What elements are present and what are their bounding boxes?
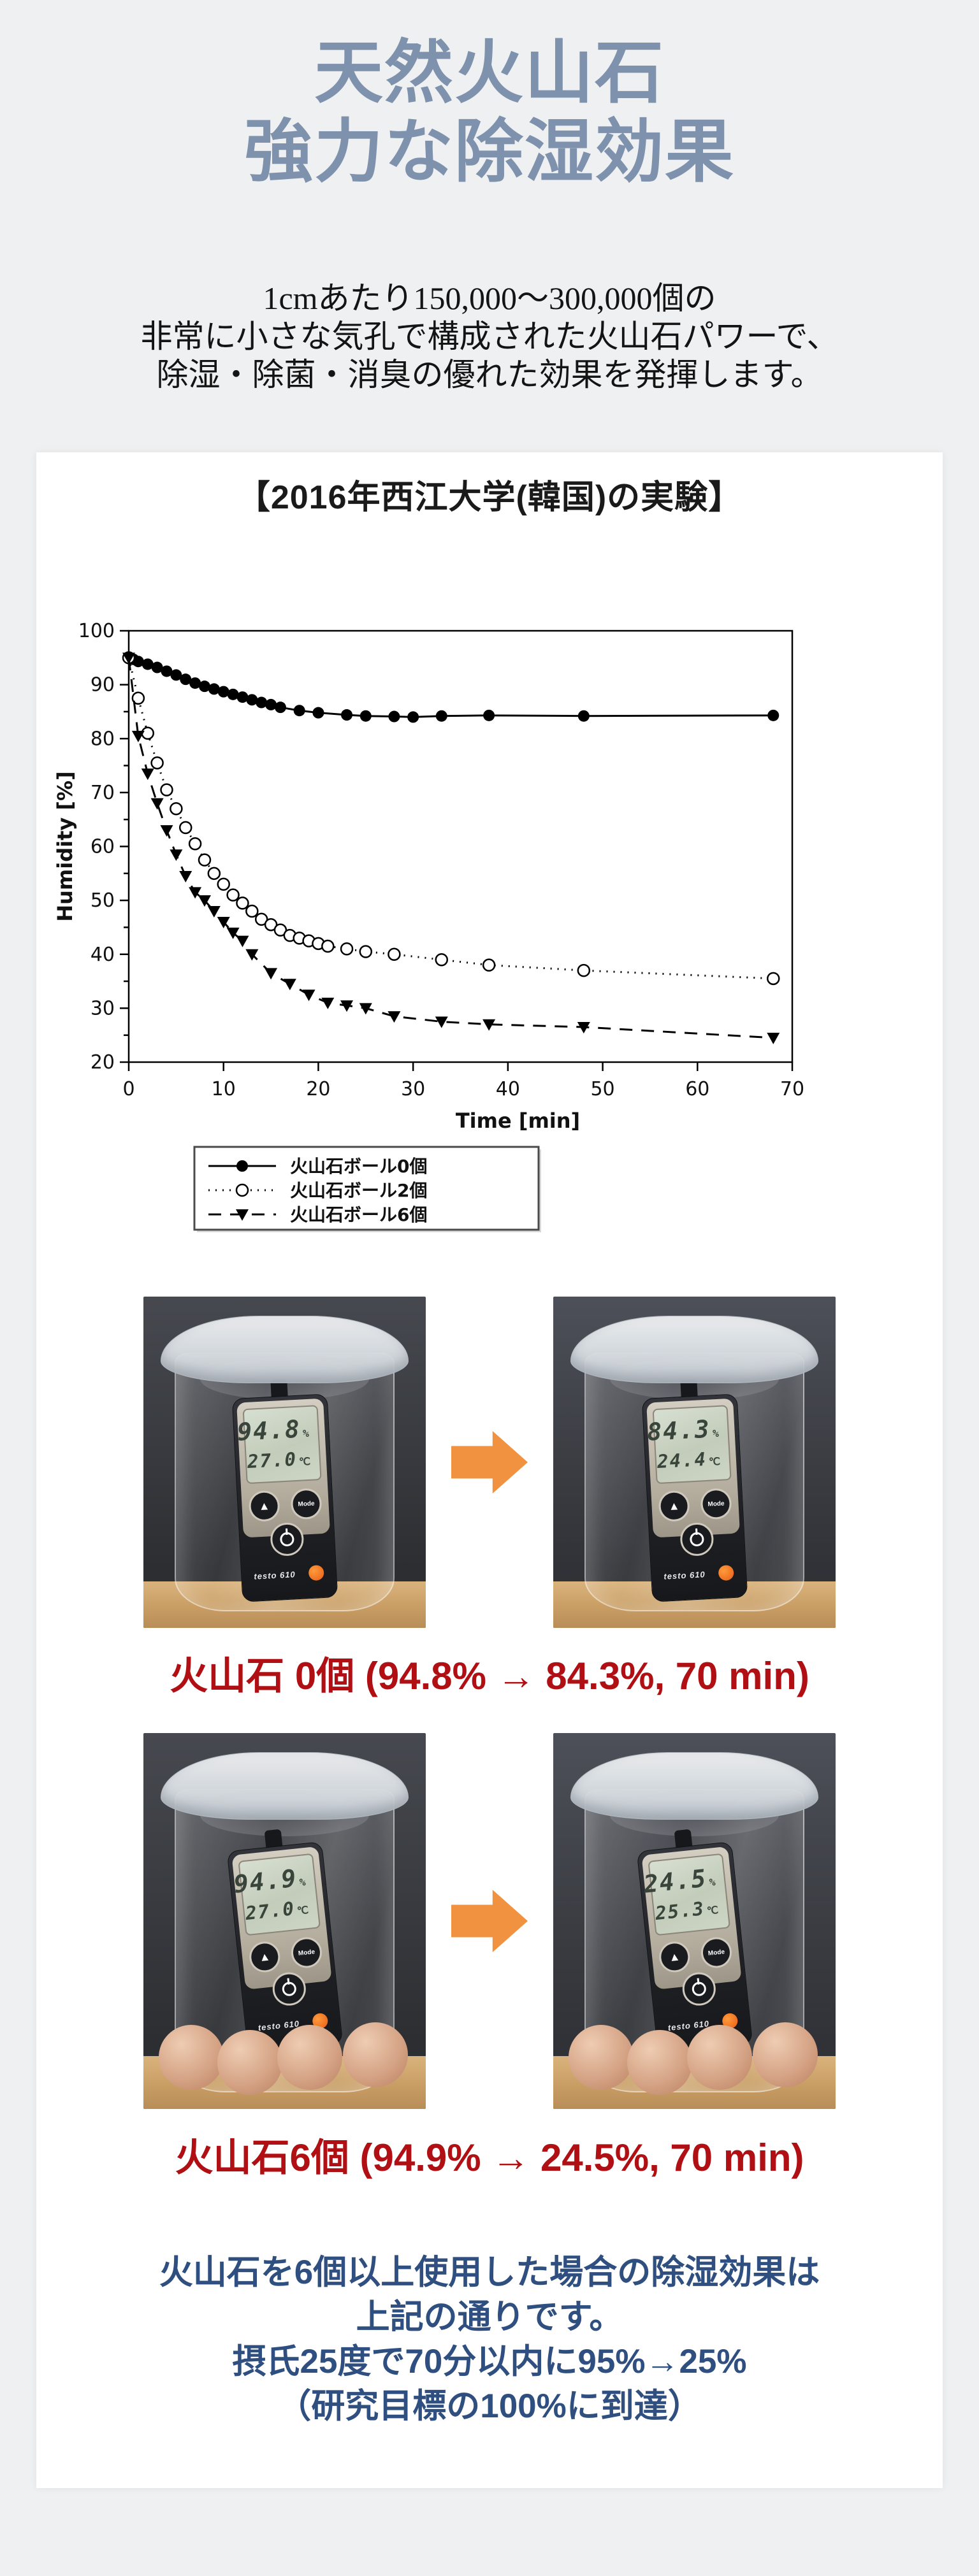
celsius-unit: ℃ — [298, 1455, 312, 1468]
mode-button: Mode — [289, 1488, 323, 1520]
mode-button: Mode — [699, 1936, 733, 1969]
page-title-line2: 強力な除湿効果 — [243, 113, 735, 190]
conclusion-text: 火山石を6個以上使用した場合の除湿効果は 上記の通りです。 摂氏25度で70分以… — [36, 2250, 943, 2429]
humidity-line-chart: 20 30 40 50 60 70 80 90 100 0 10 20 30 40 50 60 70 Time [… — [53, 620, 804, 1232]
photo-pair-6-balls: 94.9% 27.0℃ ▲ Mode testo 610 — [36, 1733, 943, 2109]
humidity-reading: 84.3% — [646, 1414, 720, 1446]
volcanic-stone-ball — [217, 2030, 282, 2095]
brand-logo-dot — [308, 1564, 324, 1581]
photo-pair-0-balls: 94.8% 27.0 ℃ ▲ Mode testo 610 — [36, 1297, 943, 1628]
lcd-display: 94.9% 27.0℃ — [232, 1853, 321, 1936]
power-icon — [691, 1981, 707, 1997]
photo-after-6balls: 24.5% 25.3℃ ▲ Mode testo 610 — [553, 1733, 836, 2109]
intro-line1: 1cmあたり150,000～300,000個の — [263, 280, 716, 316]
meter-face: 84.3% 24.4 ℃ ▲ Mode — [646, 1398, 740, 1557]
svg-text:20: 20 — [306, 1078, 330, 1100]
svg-text:60: 60 — [91, 836, 115, 858]
mode-button: Mode — [289, 1936, 323, 1969]
lcd-display: 24.5% 25.3℃ — [642, 1853, 730, 1936]
svg-text:40: 40 — [91, 944, 115, 966]
conclusion-line1: 火山石を6個以上使用した場合の除湿効果は — [159, 2254, 820, 2291]
intro-line3: 除湿・除菌・消臭の優れた効果を発揮します。 — [156, 357, 823, 392]
volcanic-stone-ball — [569, 2025, 634, 2090]
photo-before-0balls: 94.8% 27.0 ℃ ▲ Mode testo 610 — [143, 1297, 426, 1628]
caption-0-balls: 火山石 0個 (94.8% → 84.3%, 70 min) — [170, 1655, 809, 1697]
photo-before-6balls: 94.9% 27.0℃ ▲ Mode testo 610 — [143, 1733, 426, 2109]
svg-text:70: 70 — [91, 782, 115, 804]
volcanic-stone-ball — [159, 2025, 224, 2090]
intro-line2: 非常に小さな気孔で構成された火山石パワーで、 — [140, 319, 839, 354]
lcd-display: 94.8% 27.0 ℃ — [236, 1405, 322, 1485]
svg-text:60: 60 — [685, 1078, 709, 1100]
up-button: ▲ — [657, 1490, 690, 1522]
svg-text:50: 50 — [590, 1078, 614, 1100]
celsius-unit: ℃ — [706, 1903, 720, 1917]
meter-face: 24.5% 25.3℃ ▲ Mode — [641, 1846, 742, 2008]
humidity-meter: 94.8% 27.0 ℃ ▲ Mode testo 610 — [231, 1379, 338, 1602]
arrow-right-icon — [451, 1431, 528, 1493]
brand-logo-dot — [718, 1564, 734, 1581]
svg-text:10: 10 — [212, 1078, 236, 1100]
plastic-wrap-cap — [160, 1752, 409, 1820]
svg-text:70: 70 — [780, 1078, 804, 1100]
intro-text: 1cmあたり150,000～300,000個の 非常に小さな気孔で構成された火山… — [0, 279, 979, 394]
percent-unit: % — [298, 1875, 307, 1889]
volcanic-stone-ball — [627, 2030, 692, 2095]
svg-text:火山石ボール2個: 火山石ボール2個 — [290, 1180, 427, 1201]
svg-text:0: 0 — [122, 1078, 134, 1100]
device-brand-label: testo 610 — [253, 1569, 296, 1581]
page-title: 天然火山石 強力な除湿効果 — [0, 33, 979, 191]
conclusion-line4: （研究目標の100%に到達） — [277, 2387, 702, 2425]
svg-text:30: 30 — [401, 1078, 425, 1100]
lcd-display: 84.3% 24.4 ℃ — [646, 1405, 732, 1485]
svg-text:20: 20 — [91, 1051, 115, 1074]
plastic-wrap-cap — [160, 1316, 409, 1383]
experiment-card-title: 【2016年西江大学(韓国)の実験】 — [236, 479, 743, 516]
svg-text:50: 50 — [91, 889, 115, 912]
volcanic-stone-ball — [343, 2022, 408, 2087]
power-icon — [279, 1532, 294, 1547]
mode-button: Mode — [699, 1488, 732, 1520]
svg-text:30: 30 — [91, 997, 115, 1019]
percent-unit: % — [708, 1875, 717, 1889]
volcanic-stone-ball — [687, 2025, 752, 2090]
svg-text:80: 80 — [91, 728, 115, 750]
svg-text:40: 40 — [496, 1078, 520, 1100]
up-button: ▲ — [247, 1490, 280, 1522]
page-title-line1: 天然火山石 — [314, 34, 665, 111]
percent-unit: % — [712, 1427, 720, 1439]
svg-text:火山石ボール0個: 火山石ボール0個 — [290, 1156, 427, 1177]
plastic-wrap-cap — [570, 1316, 819, 1383]
conclusion-line2: 上記の通りです。 — [356, 2298, 623, 2336]
svg-text:100: 100 — [78, 620, 115, 642]
conclusion-line3: 摂氏25度で70分以内に95%→25% — [232, 2343, 747, 2380]
percent-unit: % — [302, 1427, 310, 1439]
svg-text:Time [min]: Time [min] — [456, 1109, 580, 1133]
arrow-right-icon — [451, 1890, 528, 1952]
power-icon — [281, 1981, 297, 1997]
celsius-unit: ℃ — [708, 1455, 722, 1468]
up-button: ▲ — [247, 1940, 282, 1974]
up-button: ▲ — [657, 1940, 692, 1974]
experiment-card: 【2016年西江大学(韓国)の実験】 20 30 40 50 60 70 80 90 100 0 1… — [36, 452, 943, 2488]
svg-text:Humidity [%]: Humidity [%] — [53, 771, 77, 921]
meter-face: 94.8% 27.0 ℃ ▲ Mode — [236, 1398, 330, 1557]
temperature-reading: 24.4 ℃ — [656, 1448, 722, 1472]
humidity-meter: 84.3% 24.4 ℃ ▲ Mode testo 610 — [641, 1379, 748, 1602]
volcanic-stone-ball — [277, 2025, 342, 2090]
power-icon — [689, 1532, 704, 1547]
celsius-unit: ℃ — [296, 1903, 310, 1917]
svg-text:90: 90 — [91, 674, 115, 696]
device-brand-label: testo 610 — [663, 1569, 706, 1581]
caption-6-balls: 火山石6個 (94.9% → 24.5%, 70 min) — [175, 2136, 804, 2179]
plastic-wrap-cap — [570, 1752, 819, 1820]
meter-face: 94.9% 27.0℃ ▲ Mode — [231, 1846, 332, 2008]
volcanic-stone-ball — [753, 2022, 818, 2087]
humidity-reading: 94.8% — [236, 1414, 310, 1446]
svg-text:火山石ボール6個: 火山石ボール6個 — [290, 1204, 427, 1225]
photo-after-0balls: 84.3% 24.4 ℃ ▲ Mode testo 610 — [553, 1297, 836, 1628]
temperature-reading: 27.0℃ — [246, 1448, 312, 1472]
